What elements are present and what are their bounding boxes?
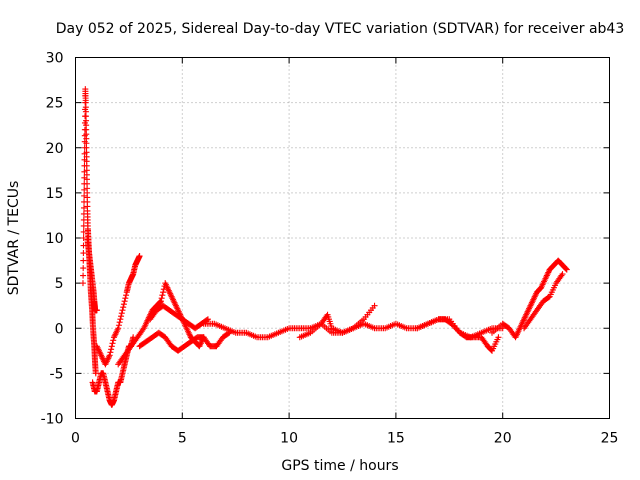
data-point <box>108 343 115 350</box>
data-point <box>120 301 127 308</box>
data-point <box>93 307 100 314</box>
data-point <box>80 272 87 279</box>
y-tick-label: 20 <box>46 141 64 157</box>
data-point <box>371 302 378 309</box>
data-point <box>118 310 125 317</box>
data-point <box>563 265 570 272</box>
data-point <box>157 298 164 305</box>
data-point <box>80 204 87 211</box>
data-point <box>80 257 87 264</box>
x-tick-label: 20 <box>494 431 512 447</box>
y-tick-label: -5 <box>50 366 64 382</box>
data-point <box>121 298 128 305</box>
y-axis-label: SDTVAR / TECUs <box>6 181 22 296</box>
data-point <box>136 253 143 260</box>
data-point <box>120 304 127 311</box>
data-point <box>122 295 129 302</box>
data-point <box>81 192 88 199</box>
data-point <box>119 307 126 314</box>
data-series <box>296 302 378 341</box>
data-point <box>563 266 570 273</box>
data-point <box>106 352 113 359</box>
data-point <box>109 340 116 347</box>
y-tick-label: 10 <box>46 231 64 247</box>
data-point <box>545 294 552 301</box>
chart-title: Day 052 of 2025, Sidereal Day-to-day VTE… <box>56 21 625 37</box>
data-point <box>204 316 211 323</box>
data-point <box>115 325 122 332</box>
y-tick-labels: -10 -5 0 5 10 15 20 25 30 <box>41 51 64 428</box>
y-tick-label: 5 <box>55 276 64 292</box>
data-point <box>80 250 87 257</box>
data-series <box>147 302 211 332</box>
data-marks <box>79 86 570 408</box>
data-series <box>84 235 100 314</box>
x-tick-label: 0 <box>71 431 80 447</box>
y-tick-label: -10 <box>41 412 64 428</box>
data-point <box>160 289 167 296</box>
x-tick-label: 25 <box>601 431 619 447</box>
data-point <box>123 292 130 299</box>
data-point <box>80 265 87 272</box>
data-point <box>110 337 117 344</box>
data-point <box>108 346 115 353</box>
data-point <box>158 295 165 302</box>
data-point <box>117 316 124 323</box>
data-point <box>118 313 125 320</box>
data-series <box>414 316 502 354</box>
x-tick-label: 10 <box>280 431 298 447</box>
data-series <box>93 253 143 368</box>
data-point <box>115 322 122 329</box>
data-point <box>107 349 114 356</box>
y-tick-label: 30 <box>46 51 64 67</box>
x-tick-labels: 0 5 10 15 20 25 <box>71 431 618 447</box>
data-series <box>79 86 99 377</box>
data-point <box>159 292 166 299</box>
y-tick-label: 0 <box>55 321 64 337</box>
data-series <box>521 271 566 332</box>
data-point <box>495 334 502 341</box>
x-axis-label: GPS time / hours <box>281 458 398 474</box>
data-series <box>136 329 233 354</box>
y-tick-label: 15 <box>46 186 64 202</box>
y-tick-label: 25 <box>46 96 64 112</box>
x-tick-label: 5 <box>178 431 187 447</box>
data-point <box>157 298 164 305</box>
data-point <box>116 319 123 326</box>
data-point <box>81 186 88 193</box>
grid <box>75 57 610 419</box>
plot-frame <box>75 57 610 419</box>
x-tick-label: 15 <box>387 431 405 447</box>
data-series <box>489 257 570 341</box>
data-point <box>559 271 566 278</box>
data-point <box>79 280 86 287</box>
data-point <box>92 370 99 377</box>
data-point <box>81 132 88 139</box>
